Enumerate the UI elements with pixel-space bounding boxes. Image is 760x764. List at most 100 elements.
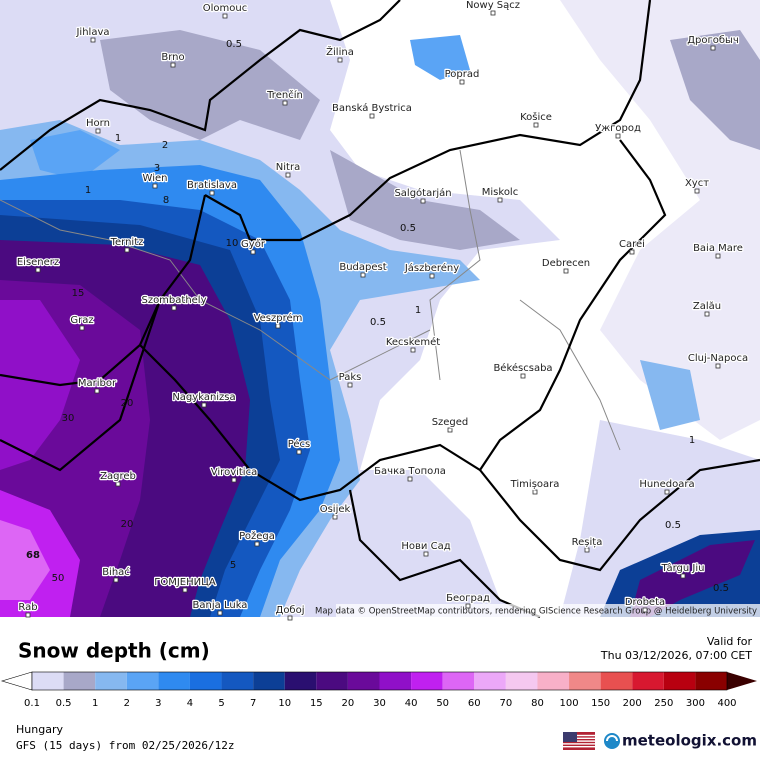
- city-label: Eisenerz: [17, 257, 59, 268]
- city-label: Reșița: [572, 537, 603, 548]
- colorbar-cell: [32, 672, 64, 690]
- city-marker: [332, 514, 338, 520]
- city-label: Дрогобыч: [687, 35, 739, 46]
- brand[interactable]: meteologix.com: [622, 732, 757, 750]
- city-marker: [642, 607, 648, 613]
- city-marker: [715, 363, 721, 369]
- contour-label: 20: [121, 398, 134, 409]
- city-marker: [79, 325, 85, 331]
- colorbar-cell: [505, 672, 538, 690]
- city-marker: [629, 249, 635, 255]
- city-marker: [704, 311, 710, 317]
- colorbar-cell: [316, 672, 348, 690]
- colorbar-label: 7: [250, 698, 256, 709]
- valid-time: Thu 03/12/2026, 07:00 CET: [600, 649, 752, 662]
- city-label: Zagreb: [100, 471, 136, 482]
- city-marker: [90, 37, 96, 43]
- city-marker: [152, 183, 158, 189]
- colorbar-label: 50: [436, 698, 449, 709]
- colorbar-cell: [253, 672, 285, 690]
- city-label: Virovitica: [211, 467, 257, 478]
- colorbar-label: 0.1: [24, 698, 40, 709]
- city-marker: [520, 373, 526, 379]
- flag-icon[interactable]: [563, 732, 595, 750]
- city-label: Maribor: [78, 378, 117, 389]
- colorbar-cell: [221, 672, 254, 690]
- city-label: Београд: [446, 593, 490, 604]
- colorbar-label: 300: [686, 698, 705, 709]
- city-marker: [94, 388, 100, 394]
- region: Hungary: [16, 723, 63, 736]
- contour-label: 0.5: [400, 223, 416, 234]
- city-marker: [664, 489, 670, 495]
- colorbar-label: 4: [187, 698, 193, 709]
- contour-label: 1: [115, 133, 121, 144]
- contour-label: 1: [689, 435, 695, 446]
- colorbar-label: 0.5: [56, 698, 72, 709]
- snow-area: [410, 35, 470, 80]
- colorbar-label: 15: [310, 698, 323, 709]
- contour-label: 15: [72, 288, 85, 299]
- valid-label: Valid for: [707, 635, 753, 648]
- snow-area: [30, 130, 120, 180]
- snow-area: [640, 360, 700, 430]
- city-label: Budapest: [339, 262, 386, 273]
- colorbar-over: [727, 672, 757, 690]
- snow-area: [630, 540, 755, 617]
- country-borders: [0, 0, 760, 619]
- footer: Hungary GFS (15 days) from 02/25/2026/12…: [16, 723, 757, 752]
- city-label: Salgótarján: [394, 187, 451, 199]
- city-label: Târgu Jiu: [661, 562, 705, 574]
- city-labels: Olomouc Nowy Sącz Jihlava Brno Žilina Poprad Д…: [16, 0, 749, 621]
- city-marker: [25, 612, 31, 618]
- attribution: Map data © OpenStreetMap contributors, r…: [315, 607, 757, 617]
- colorbar-label: 5: [218, 698, 224, 709]
- city-label: Banská Bystrica: [332, 102, 412, 114]
- city-label: Hunedoara: [639, 479, 694, 490]
- city-label: Jászberény: [404, 262, 459, 274]
- city-label: Kecskemét: [386, 336, 440, 348]
- city-label: Wien: [143, 173, 168, 184]
- city-marker: [171, 305, 177, 311]
- contour-label: 1: [85, 185, 91, 196]
- city-label: Brno: [161, 52, 184, 63]
- colorbar-cell: [537, 672, 570, 690]
- city-label: Baia Mare: [693, 243, 743, 254]
- city-label: Nowy Sącz: [466, 0, 520, 11]
- colorbar-cell: [695, 672, 727, 690]
- city-label: Žilina: [326, 45, 354, 58]
- contour-label: 50: [52, 573, 65, 584]
- city-label: Poprad: [445, 69, 480, 80]
- colorbar-label: 100: [559, 698, 578, 709]
- city-marker: [360, 272, 366, 278]
- colorbar-under: [0, 671, 33, 691]
- colorbar-label: 200: [623, 698, 642, 709]
- city-marker: [170, 62, 176, 68]
- snow-area: [670, 30, 760, 150]
- city-marker: [410, 347, 416, 353]
- colorbar-label: 2: [124, 698, 130, 709]
- colorbar-cell: [95, 672, 127, 690]
- city-marker: [296, 449, 302, 455]
- colorbar-label: 60: [468, 698, 481, 709]
- city-label: Хуст: [685, 178, 709, 189]
- city-label: Paks: [339, 372, 362, 383]
- city-marker: [231, 477, 237, 483]
- city-label: Osijek: [320, 504, 351, 515]
- attribution-bg: [336, 604, 760, 617]
- city-label: Trenčín: [266, 89, 303, 101]
- city-label: Rab: [18, 602, 37, 613]
- city-marker: [490, 10, 496, 16]
- city-marker: [584, 547, 590, 553]
- city-marker: [497, 197, 503, 203]
- contour-label: 0.5: [370, 317, 386, 328]
- city-marker: [209, 190, 215, 196]
- city-marker: [694, 188, 700, 194]
- contour-label: 0.5: [713, 583, 729, 594]
- colorbar-cell: [158, 672, 190, 690]
- city-marker: [217, 610, 223, 616]
- region-borders: [0, 149, 621, 451]
- colorbar-cell: [63, 672, 96, 690]
- city-label: Debrecen: [542, 258, 590, 269]
- city-label: Horn: [86, 118, 110, 129]
